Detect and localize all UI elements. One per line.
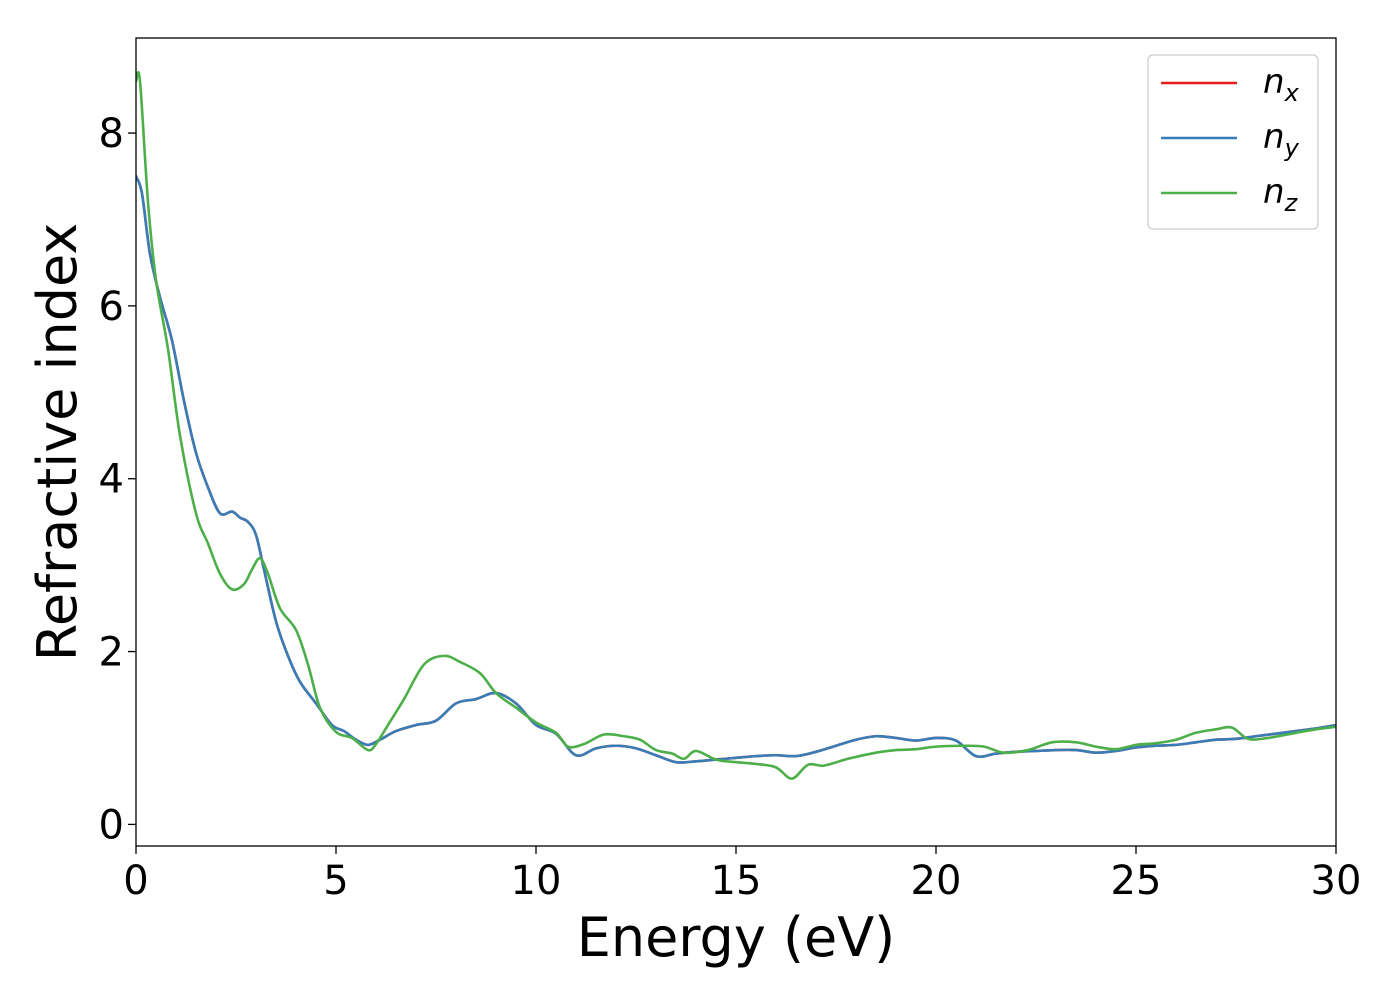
- y-tick-label: 6: [99, 284, 124, 330]
- x-tick-label: 15: [711, 858, 762, 904]
- x-tick-label: 0: [123, 858, 148, 904]
- x-tick-label: 10: [511, 858, 562, 904]
- y-tick-label: 8: [99, 111, 124, 157]
- y-tick-label: 4: [99, 457, 124, 503]
- series-layer: [136, 71, 1336, 780]
- tick-layer: 0 5 10 15 20 25 30 0 2 4 6 8: [99, 111, 1362, 904]
- y-axis-title: Refractive index: [26, 223, 89, 662]
- legend-label-y: ny: [1263, 117, 1300, 162]
- x-tick-label: 5: [323, 858, 348, 904]
- legend: nx ny nz: [1147, 54, 1319, 230]
- x-tick-label: 20: [911, 858, 962, 904]
- legend-label-z: nz: [1263, 172, 1299, 217]
- x-axis-title: Energy (eV): [577, 906, 896, 969]
- y-tick-label: 2: [99, 630, 124, 676]
- series-line-n-y: [136, 174, 1336, 764]
- x-tick-label: 25: [1111, 858, 1162, 904]
- legend-label-x: nx: [1263, 62, 1300, 107]
- legend-box: [1147, 54, 1319, 230]
- series-line-n-z: [136, 71, 1336, 780]
- x-tick-label: 30: [1311, 858, 1362, 904]
- y-tick-label: 0: [99, 802, 124, 848]
